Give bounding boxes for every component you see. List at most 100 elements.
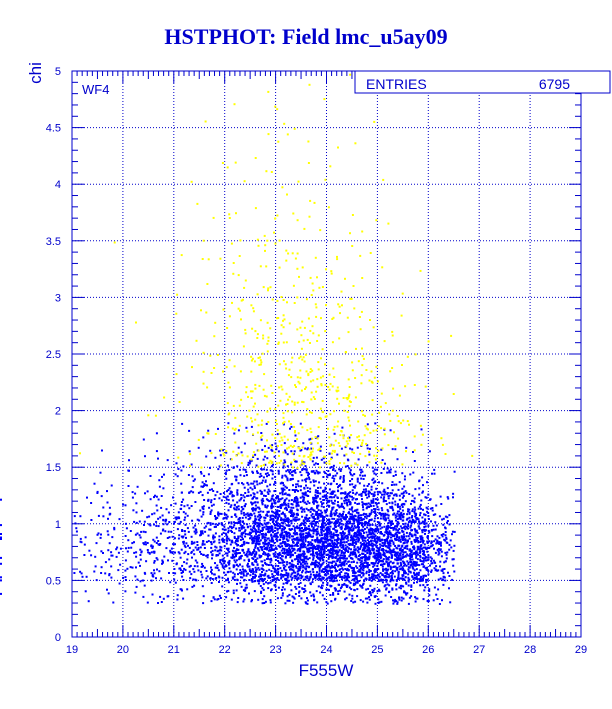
data-point <box>335 588 337 591</box>
data-point <box>319 548 322 551</box>
data-point <box>290 522 293 525</box>
data-point <box>360 532 363 535</box>
data-point <box>349 539 352 542</box>
data-point <box>361 571 364 574</box>
data-point <box>237 565 240 568</box>
data-point <box>205 554 208 557</box>
data-point <box>444 539 447 542</box>
data-point <box>177 467 180 470</box>
data-point <box>256 470 258 473</box>
data-point <box>397 578 400 581</box>
data-point <box>277 506 280 508</box>
data-point <box>249 532 252 535</box>
data-point <box>361 504 364 506</box>
data-point <box>282 534 285 537</box>
data-point <box>237 573 239 576</box>
data-point <box>107 517 109 520</box>
data-point <box>416 581 418 584</box>
data-point <box>368 555 371 558</box>
data-point <box>392 561 395 564</box>
data-point <box>249 525 252 528</box>
data-point <box>354 583 357 586</box>
data-point <box>288 534 291 537</box>
data-point <box>304 584 307 587</box>
data-point <box>124 559 127 562</box>
data-point <box>380 579 383 582</box>
data-point <box>357 533 359 536</box>
data-point <box>389 548 391 551</box>
data-point <box>366 549 368 552</box>
data-point <box>394 565 397 568</box>
data-point <box>281 527 284 530</box>
data-point <box>257 511 260 514</box>
data-point <box>248 568 251 571</box>
data-point <box>277 565 280 567</box>
data-point <box>177 551 180 554</box>
data-point <box>233 575 236 578</box>
data-point <box>199 570 202 573</box>
data-point <box>254 531 257 534</box>
data-point <box>176 594 179 597</box>
data-point <box>183 561 186 564</box>
data-point <box>243 540 246 543</box>
data-point <box>243 486 246 489</box>
data-point <box>289 583 292 586</box>
data-point <box>318 577 321 580</box>
data-point <box>421 536 424 539</box>
data-point <box>396 559 399 562</box>
data-point <box>300 506 303 509</box>
data-point <box>307 549 310 551</box>
data-point <box>324 528 327 531</box>
data-point <box>444 515 447 518</box>
data-point <box>285 475 288 478</box>
data-point <box>411 555 413 558</box>
data-point <box>374 524 377 527</box>
data-point <box>216 550 219 553</box>
data-point <box>230 521 233 524</box>
data-point <box>393 512 396 515</box>
data-point <box>205 540 208 543</box>
data-point <box>377 508 380 511</box>
data-point <box>153 560 156 562</box>
data-point <box>183 518 186 521</box>
data-point <box>278 515 281 518</box>
data-point <box>350 507 353 510</box>
data-point <box>415 512 418 515</box>
data-point <box>151 513 154 516</box>
data-point <box>252 471 254 474</box>
data-point <box>276 556 279 559</box>
data-point <box>420 579 423 582</box>
data-point <box>325 532 327 535</box>
data-point <box>334 566 336 569</box>
data-point <box>221 565 224 568</box>
data-point <box>184 568 187 571</box>
data-point <box>251 599 253 601</box>
data-point <box>317 544 320 547</box>
data-point <box>288 593 291 596</box>
data-point <box>375 568 378 571</box>
data-point <box>435 504 438 507</box>
data-point <box>290 478 293 481</box>
data-point <box>414 529 417 532</box>
data-point <box>420 575 423 578</box>
data-point <box>337 537 339 540</box>
data-point <box>274 588 277 591</box>
data-point <box>228 567 231 570</box>
data-point <box>268 549 270 552</box>
data-point <box>202 540 205 542</box>
data-point <box>328 519 331 522</box>
data-point <box>355 556 358 559</box>
data-point <box>437 578 440 581</box>
data-point <box>347 498 350 501</box>
data-point <box>405 582 408 585</box>
data-point <box>119 547 122 550</box>
data-point <box>179 569 182 572</box>
data-point <box>174 502 177 505</box>
data-point <box>399 549 401 552</box>
data-point <box>326 501 329 504</box>
data-point <box>189 577 192 580</box>
data-point <box>235 506 238 509</box>
data-point <box>237 552 240 555</box>
data-point <box>300 510 303 513</box>
data-point <box>362 556 365 559</box>
